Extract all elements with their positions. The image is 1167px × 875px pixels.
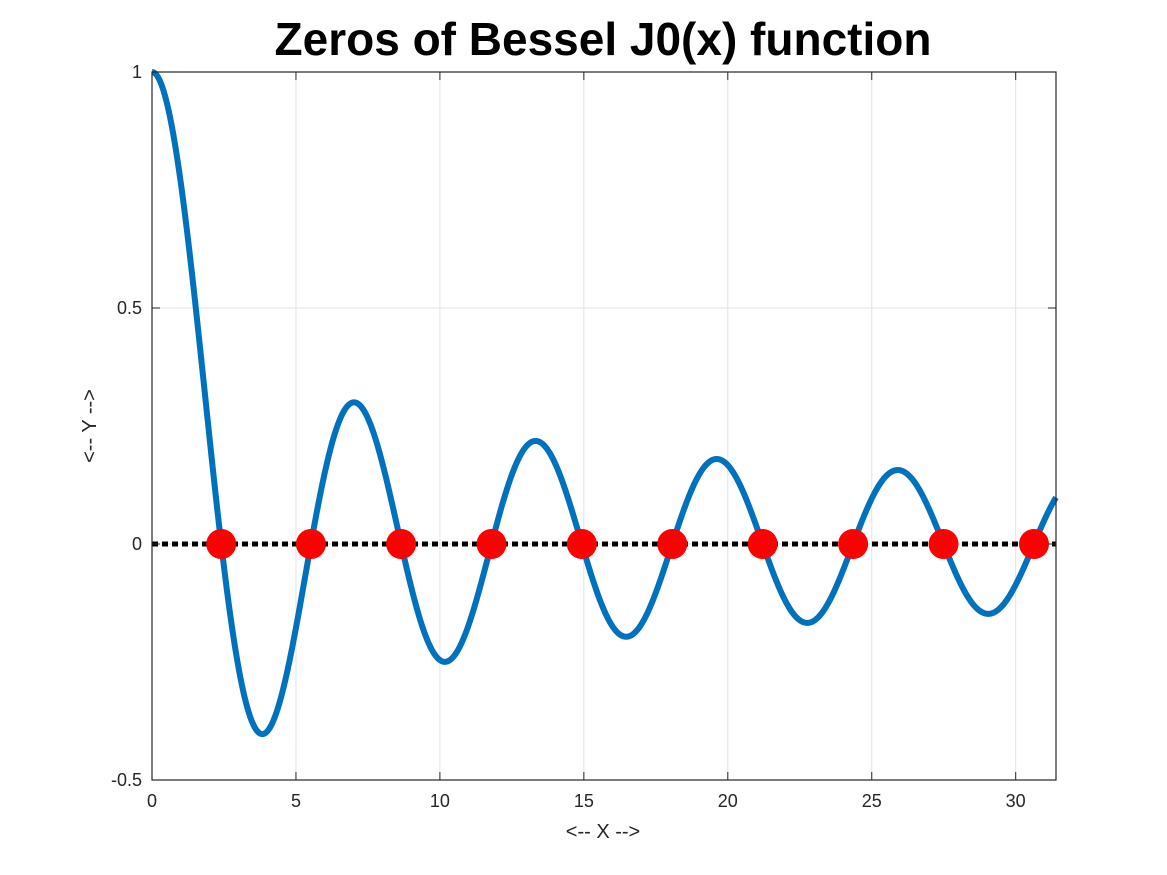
zero-marker [657, 529, 688, 559]
x-tick-label: 20 [718, 791, 738, 811]
bessel-j0-line [149, 69, 1059, 738]
series-layer [149, 69, 1059, 738]
zero-markers [206, 529, 1049, 559]
y-tick-label: 1 [132, 62, 142, 82]
x-tick-label: 0 [147, 791, 157, 811]
x-tick-label: 25 [862, 791, 882, 811]
x-tick-label: 5 [291, 791, 301, 811]
x-tick-label: 30 [1006, 791, 1026, 811]
axis-ticks: 0 5 10 15 20 25 30-0.500.51 [111, 62, 1056, 811]
x-tick-label: 10 [430, 791, 450, 811]
x-axis-label: <-- X --> [566, 821, 640, 843]
chart-title: Zeros of Bessel J0(x) function [275, 13, 932, 65]
y-tick-label: -0.5 [111, 770, 142, 790]
zero-marker [476, 529, 507, 559]
x-tick-label: 15 [574, 791, 594, 811]
zero-marker [747, 529, 778, 559]
y-tick-label: 0.5 [117, 298, 142, 318]
zero-marker [566, 529, 597, 559]
zero-marker [1018, 529, 1049, 559]
zero-marker [206, 529, 237, 559]
y-tick-label: 0 [132, 534, 142, 554]
axes-box [151, 71, 1057, 781]
zero-marker [295, 529, 326, 559]
zero-marker [928, 529, 959, 559]
zero-marker [838, 529, 869, 559]
y-axis-label: <-- Y --> [79, 389, 101, 463]
zero-marker [386, 529, 417, 559]
